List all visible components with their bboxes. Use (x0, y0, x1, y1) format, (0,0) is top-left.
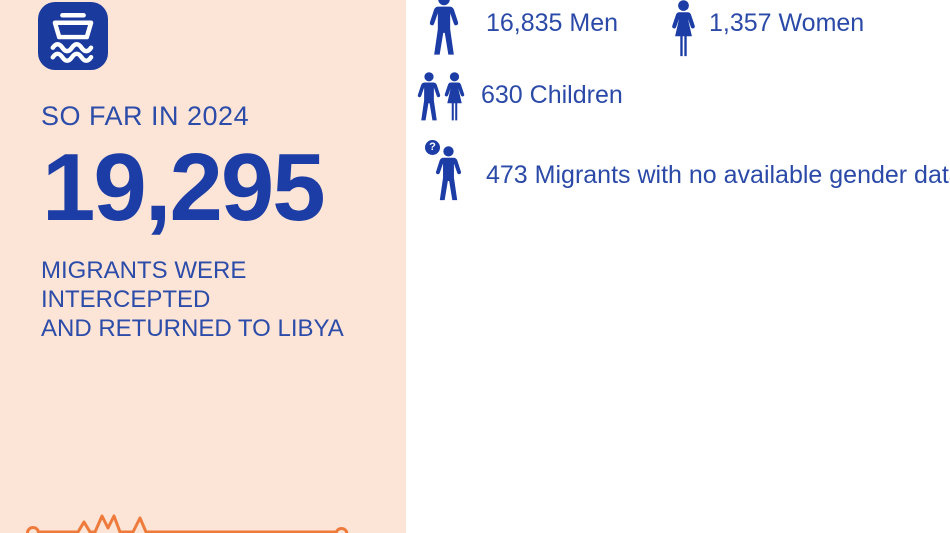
gender-breakdown: 16,835 Men 1,357 Women 630 Children ? (406, 0, 950, 533)
stat-children: 630 Children (481, 78, 623, 112)
boy-icon (417, 72, 441, 122)
stat-unknown-gender: 473 Migrants with no available gender da… (486, 158, 950, 192)
woman-icon (668, 0, 699, 58)
question-mark-badge-icon: ? (425, 140, 440, 155)
stat-unknown-label: Migrants with no available gender data (534, 161, 950, 189)
girl-icon (441, 72, 468, 122)
boat-icon (38, 2, 108, 70)
summary-panel: SO FAR IN 2024 19,295 MIGRANTS WERE INTE… (0, 0, 406, 533)
stat-children-value: 630 (481, 81, 523, 109)
person-unknown-gender-icon: ? (425, 140, 471, 202)
stat-men-label: Men (569, 9, 619, 37)
stat-women-label: Women (778, 9, 865, 37)
stat-children-label: Children (529, 81, 623, 109)
man-icon (429, 0, 459, 57)
stat-women-value: 1,357 (709, 9, 772, 37)
total-migrants-number: 19,295 (42, 134, 326, 241)
stat-women: 1,357 Women (709, 6, 864, 40)
stat-unknown-value: 473 (486, 161, 528, 189)
period-label: SO FAR IN 2024 (41, 101, 250, 131)
person-icon (435, 146, 462, 202)
ecg-line-decoration (26, 514, 349, 533)
total-migrants-caption: MIGRANTS WERE INTERCEPTED AND RETURNED T… (41, 257, 344, 342)
stat-men: 16,835 Men (486, 6, 618, 40)
stat-men-value: 16,835 (486, 9, 563, 37)
